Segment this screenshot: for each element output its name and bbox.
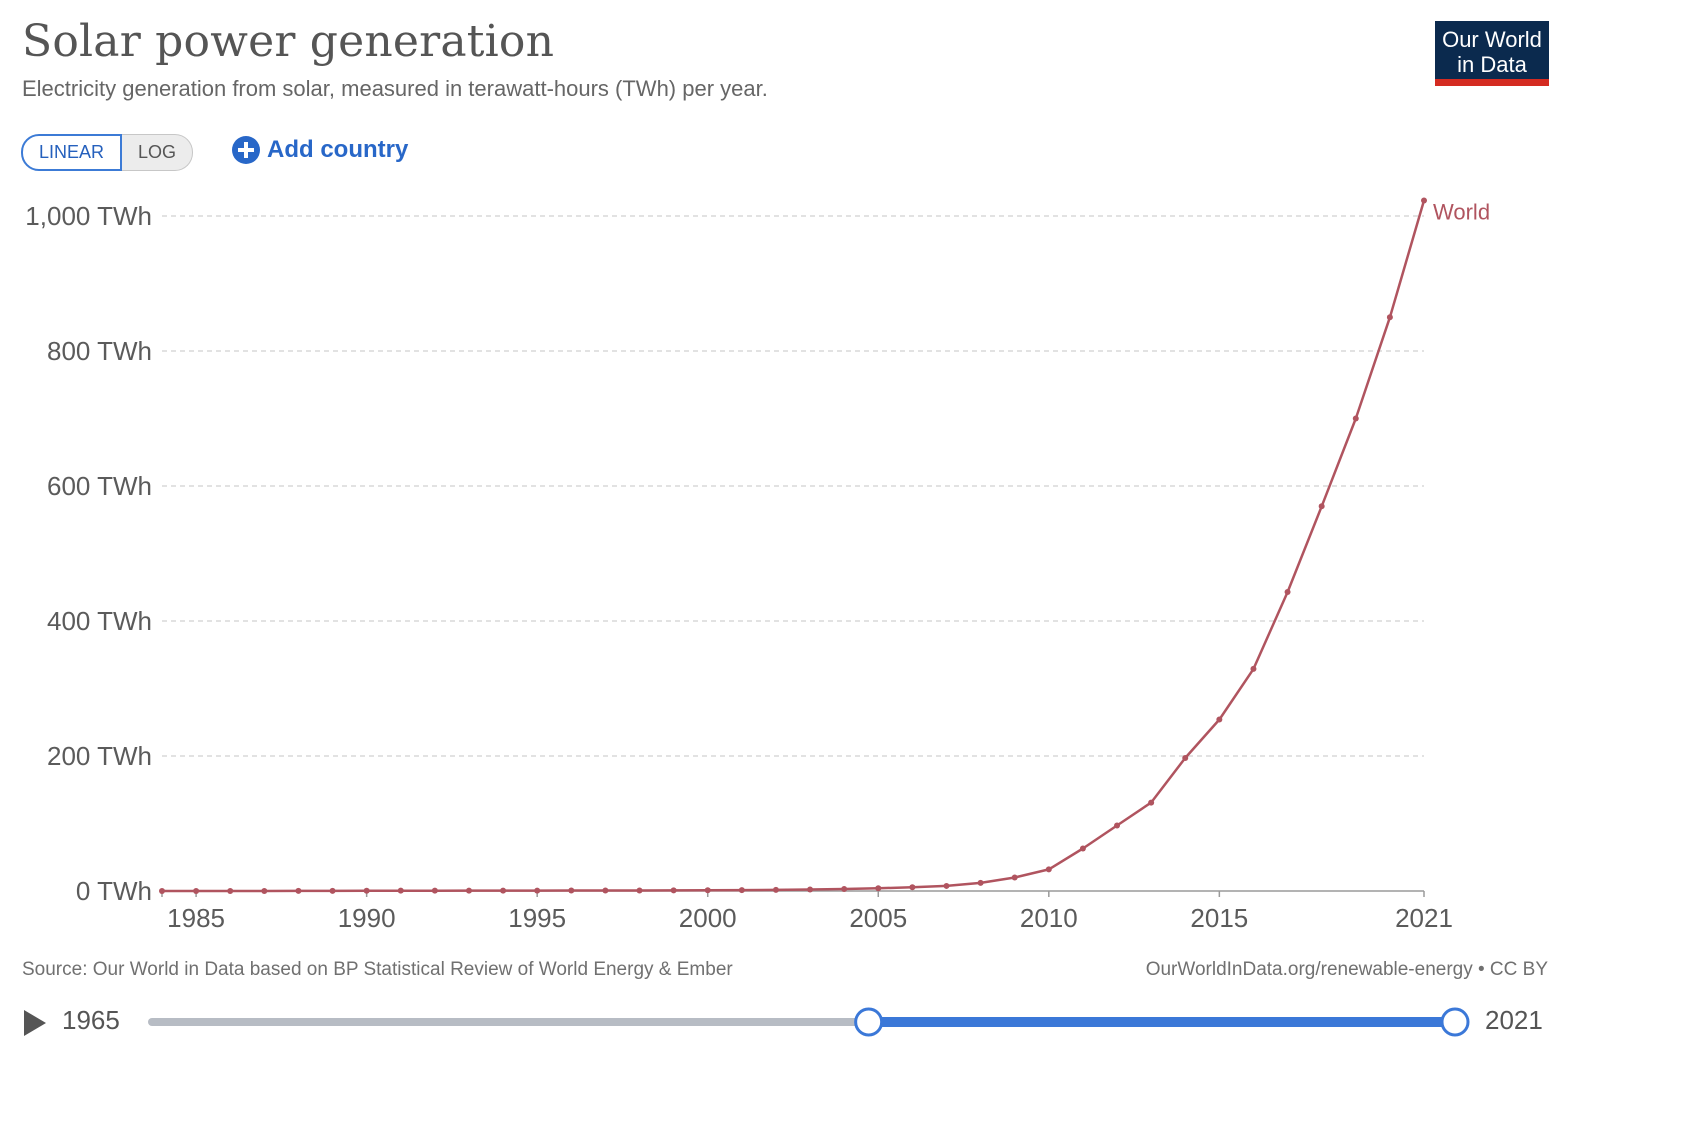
add-country-button[interactable]: Add country	[231, 135, 408, 165]
x-tick-label: 1990	[338, 903, 396, 933]
x-tick-label: 1995	[508, 903, 566, 933]
add-country-label: Add country	[267, 136, 409, 163]
chart-subtitle: Electricity generation from solar, measu…	[22, 76, 768, 101]
data-point[interactable]	[943, 882, 950, 889]
data-point[interactable]	[1250, 665, 1257, 672]
data-point[interactable]	[772, 886, 779, 893]
x-tick-label: 1985	[167, 903, 225, 933]
y-axis: 0 TWh 200 TWh 400 TWh 600 TWh 800 TWh 1,000 T…	[25, 201, 152, 906]
data-point[interactable]	[500, 887, 507, 894]
data-point[interactable]	[738, 887, 745, 894]
series-label-world: World	[1433, 199, 1490, 224]
y-tick-label: 0 TWh	[76, 876, 152, 906]
chart-title: Solar power generation	[22, 16, 555, 67]
data-point[interactable]	[568, 887, 575, 894]
data-point[interactable]	[977, 879, 984, 886]
log-scale-button[interactable]: LOG	[122, 134, 194, 171]
linear-scale-button[interactable]: LINEAR	[21, 134, 123, 171]
data-point[interactable]	[431, 887, 438, 894]
data-point[interactable]	[227, 887, 234, 894]
timeline-start-handle[interactable]	[854, 1007, 884, 1037]
data-point[interactable]	[1079, 845, 1086, 852]
data-point[interactable]	[261, 887, 268, 894]
data-point[interactable]	[193, 887, 200, 894]
data-point[interactable]	[159, 887, 165, 894]
data-point[interactable]	[704, 887, 711, 894]
data-point[interactable]	[1011, 874, 1018, 881]
series-line-world	[162, 200, 1426, 893]
source-url[interactable]: OurWorldInData.org/renewable-energy • CC…	[1145, 959, 1548, 980]
play-icon[interactable]	[22, 1008, 48, 1038]
source-note: Source: Our World in Data based on BP St…	[22, 959, 733, 980]
data-point[interactable]	[1148, 799, 1155, 806]
timeline-end-year: 2021	[1485, 1005, 1543, 1035]
data-point[interactable]	[1114, 822, 1121, 829]
x-tick-label: 2021	[1395, 903, 1453, 933]
data-point[interactable]	[1045, 866, 1052, 873]
y-tick-label: 600 TWh	[47, 471, 152, 501]
data-point[interactable]	[295, 887, 302, 894]
data-point[interactable]	[329, 887, 336, 894]
x-tick-label: 2015	[1190, 903, 1248, 933]
logo-line-2: in Data	[1457, 52, 1527, 77]
y-tick-label: 400 TWh	[47, 606, 152, 636]
timeline-start-year: 1965	[62, 1005, 120, 1035]
data-point[interactable]	[397, 887, 404, 894]
y-tick-label: 200 TWh	[47, 741, 152, 771]
owid-logo[interactable]: Our World in Data	[1435, 21, 1549, 86]
grid-lines	[162, 215, 1424, 757]
x-axis: 1985 1990 1995 2000 2005 2010 2015 2021	[161, 890, 1453, 933]
x-tick-label: 2005	[849, 903, 907, 933]
data-point[interactable]	[1318, 503, 1325, 510]
scale-toggle: LINEAR LOG	[21, 134, 194, 171]
y-tick-label: 1,000 TWh	[25, 201, 152, 231]
x-tick-label: 2010	[1020, 903, 1078, 933]
data-point[interactable]	[1216, 716, 1223, 723]
data-point[interactable]	[602, 887, 609, 894]
timeline-end-handle[interactable]	[1440, 1007, 1470, 1037]
timeline-slider[interactable]	[148, 1007, 1470, 1037]
x-tick-label: 2000	[679, 903, 737, 933]
data-point[interactable]	[1352, 415, 1359, 422]
y-tick-label: 800 TWh	[47, 336, 152, 366]
data-point[interactable]	[363, 887, 370, 894]
data-point[interactable]	[1182, 755, 1189, 762]
series-layer: World	[159, 197, 1490, 894]
data-point[interactable]	[1386, 314, 1393, 321]
data-point[interactable]	[670, 887, 677, 894]
data-point[interactable]	[841, 886, 848, 893]
data-point[interactable]	[1284, 588, 1291, 595]
logo-accent-bar	[1435, 79, 1549, 86]
data-point[interactable]	[807, 886, 814, 893]
data-point[interactable]	[465, 887, 472, 894]
data-point[interactable]	[909, 884, 916, 891]
plus-circle-icon	[232, 136, 260, 164]
data-point[interactable]	[636, 887, 643, 894]
logo-line-1: Our World	[1442, 27, 1542, 52]
data-point[interactable]	[1421, 197, 1427, 204]
data-point[interactable]	[875, 885, 882, 892]
data-point[interactable]	[534, 887, 541, 894]
